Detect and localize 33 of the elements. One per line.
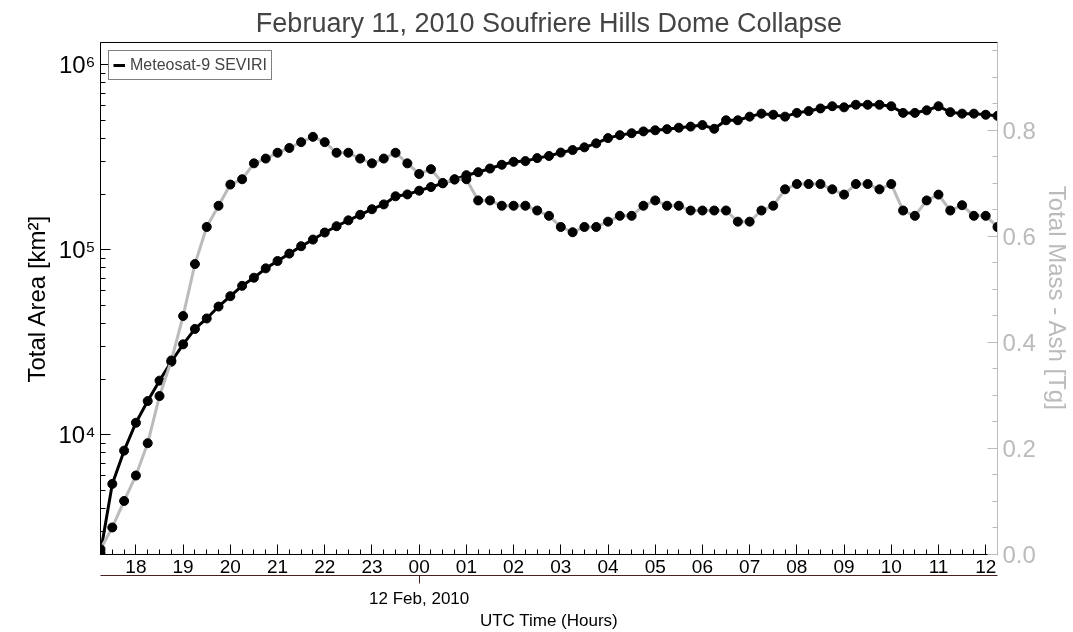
x-tick-label: 19 <box>172 555 194 577</box>
y-axis-title: Total Area [km²] <box>23 215 51 383</box>
y2-tick-label: 0.4 <box>1002 328 1036 356</box>
x-tick-label: 10 <box>880 555 902 577</box>
annotation: 12 Feb, 2010 <box>369 588 470 608</box>
x-tick-label: 01 <box>455 555 477 577</box>
y-tick-label: 10⁵ <box>58 236 96 264</box>
x-tick-label: 02 <box>503 555 525 577</box>
x-tick-label: 05 <box>644 555 666 577</box>
y-tick-label: 10⁴ <box>58 421 96 449</box>
y2-tick-label: 0.8 <box>1002 116 1036 144</box>
y2-axis-title: Total Mass - Ash [Tg] <box>1043 185 1071 410</box>
x-tick-label: 23 <box>361 555 383 577</box>
legend-label: Meteosat-9 SEVIRI <box>130 56 267 74</box>
x-tick-label: 06 <box>691 555 714 577</box>
x-tick-label: 03 <box>550 555 572 577</box>
x-tick-label: 18 <box>125 555 147 577</box>
y2-tick-label: 0.0 <box>1002 541 1036 568</box>
x-tick-label: 12 <box>975 555 997 577</box>
y2-tick-label: 0.6 <box>1002 222 1036 250</box>
x-tick-label: 09 <box>833 555 855 577</box>
x-tick-label: 22 <box>314 555 336 577</box>
x-tick-label: 00 <box>408 555 430 577</box>
chart-title: February 11, 2010 Soufriere Hills Dome Collapse <box>255 7 843 38</box>
x-tick-label: 04 <box>597 555 620 577</box>
x-axis-title: UTC Time (Hours) <box>479 610 618 630</box>
x-tick-label: 20 <box>219 555 241 577</box>
x-tick-label: 07 <box>739 555 761 577</box>
x-tick-label: 21 <box>266 555 289 577</box>
y-tick-label: 10⁶ <box>58 51 96 79</box>
x-tick-label: 11 <box>928 555 949 577</box>
y2-tick-label: 0.2 <box>1002 435 1036 462</box>
x-tick-label: 08 <box>786 555 808 577</box>
